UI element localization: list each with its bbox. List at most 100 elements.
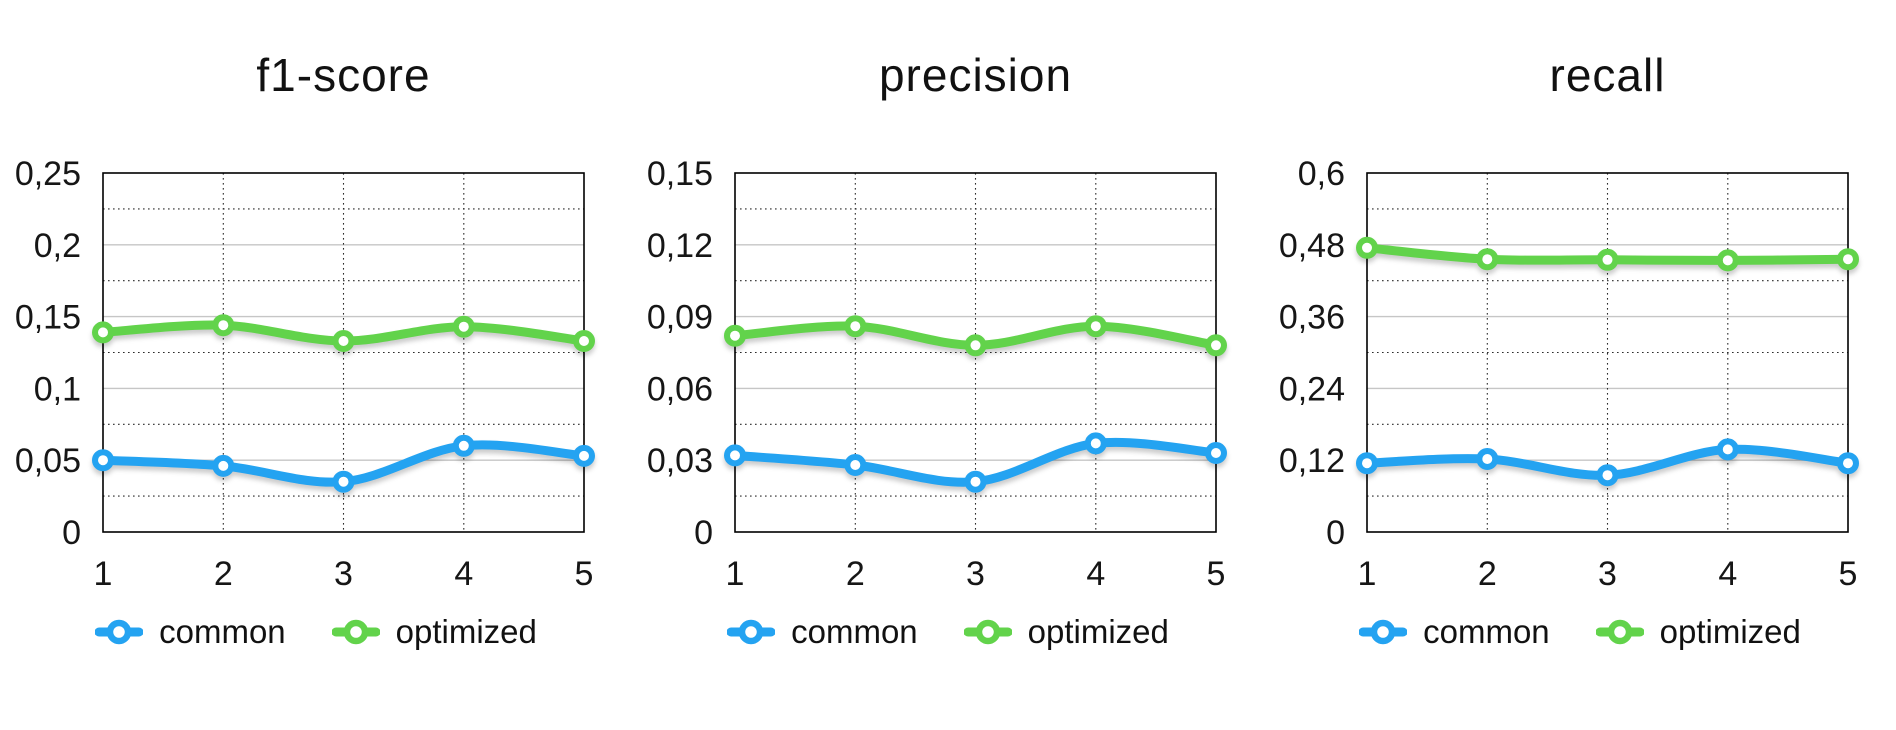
x-tick-label: 2 [1478,555,1497,593]
data-point-marker [452,315,475,338]
optimized-series-marker-icon [331,619,380,645]
x-tick-label: 1 [94,555,113,593]
data-point-marker [1476,248,1499,271]
data-point-marker [332,330,355,352]
data-point-marker [724,444,746,467]
precision-legend: common optimized [632,613,1264,651]
x-tick-label: 3 [966,555,985,593]
data-point-marker [1596,464,1619,487]
chart-title-recall: recall [1549,49,1666,101]
data-point-marker [1596,248,1619,271]
data-point-marker [1356,236,1378,259]
legend-label: optimized [395,613,537,650]
data-point-marker [92,321,114,344]
y-tick-label: 0,6 [1298,155,1345,193]
chart-f1-score: f1-score 0 0,05 0,1 0,15 0,2 0,25 1 2 3 4 5 common… [0,0,632,651]
y-tick-label: 0,25 [15,155,81,193]
x-tick-label: 4 [454,555,473,593]
data-point-marker [964,334,987,357]
data-point-marker [844,454,867,476]
x-tick-label: 5 [1839,555,1858,593]
y-tick-label: 0,48 [1279,227,1345,265]
chart-recall: recall 0 0,12 0,24 0,36 0,48 0,6 1 2 3 4 5 common o… [1264,0,1896,651]
legend-label: common [791,613,918,650]
series-common [1356,438,1859,487]
x-tick-label: 1 [726,555,745,593]
data-point-marker [1205,442,1227,464]
data-point-marker [964,470,987,493]
legend-item-common: common [1359,613,1550,651]
y-tick-label: 0,12 [647,227,713,265]
recall-legend: common optimized [1264,613,1896,651]
data-point-marker [573,444,595,467]
optimized-series-marker-icon [963,619,1012,645]
y-tick-label: 0,09 [647,299,713,337]
x-tick-label: 5 [575,555,594,593]
common-series-marker-icon [727,619,776,645]
legend-label: common [1423,613,1550,650]
data-point-marker [573,330,595,352]
f1-score-legend: common optimized [0,613,632,651]
plot-border [1366,172,1849,533]
plot-area-recall: 0 0,12 0,24 0,36 0,48 0,6 1 2 3 4 5 [1279,155,1859,593]
chart-precision: precision 0 0,03 0,06 0,09 0,12 0,15 1 2 3 4 5 com… [632,0,1264,651]
legend-item-optimized: optimized [963,613,1169,651]
y-tick-label: 0 [62,514,81,552]
data-point-marker [1205,334,1227,357]
y-tick-label: 0 [1326,514,1345,552]
recall-plot: 0 0,12 0,24 0,36 0,48 0,6 1 2 3 4 5 [1264,143,1896,603]
y-tick-label: 0,03 [647,442,713,480]
data-point-marker [724,324,746,347]
data-point-marker [1476,448,1499,470]
data-point-marker [332,470,355,493]
y-tick-label: 0,2 [34,227,81,265]
plot-area-precision: 0 0,03 0,06 0,09 0,12 0,15 1 2 3 4 5 [647,155,1227,593]
data-point-marker [212,314,235,337]
f1-score-plot: 0 0,05 0,1 0,15 0,2 0,25 1 2 3 4 5 [0,143,632,603]
common-series-marker-icon [95,619,144,645]
chart-title-f1-score: f1-score [256,49,431,101]
y-tick-label: 0,12 [1279,442,1345,480]
x-tick-label: 5 [1207,555,1226,593]
data-point-marker [1356,452,1378,475]
y-tick-label: 0,24 [1279,370,1345,408]
data-point-marker [92,449,114,472]
y-tick-label: 0,05 [15,442,81,480]
x-tick-label: 3 [334,555,353,593]
x-tick-label: 4 [1718,555,1737,593]
y-tick-label: 0,1 [34,370,81,408]
legend-item-common: common [95,613,286,651]
data-point-marker [844,315,867,338]
y-tick-label: 0,15 [647,155,713,193]
data-point-marker [1084,315,1107,338]
series-common [724,432,1227,493]
legend-item-optimized: optimized [1595,613,1801,651]
y-tick-label: 0,36 [1279,299,1345,337]
data-point-marker [1716,249,1739,272]
plot-border [102,172,585,533]
legend-label: optimized [1027,613,1169,650]
chart-title-precision: precision [878,49,1073,101]
y-tick-label: 0 [694,514,713,552]
plot-area-f1-score: 0 0,05 0,1 0,15 0,2 0,25 1 2 3 4 5 [15,155,595,593]
x-tick-label: 3 [1598,555,1617,593]
y-tick-label: 0,15 [15,299,81,337]
legend-label: optimized [1659,613,1801,650]
data-point-marker [1837,452,1859,475]
series-optimized [724,315,1227,357]
x-tick-label: 2 [846,555,865,593]
charts-row: f1-score 0 0,05 0,1 0,15 0,2 0,25 1 2 3 4 5 common… [0,0,1896,651]
common-series-marker-icon [1359,619,1408,645]
legend-item-optimized: optimized [331,613,537,651]
series-optimized [1356,236,1859,272]
optimized-series-marker-icon [1595,619,1644,645]
y-tick-label: 0,06 [647,370,713,408]
x-tick-label: 1 [1358,555,1377,593]
x-tick-label: 4 [1086,555,1105,593]
data-point-marker [452,434,475,457]
series-common [92,434,595,493]
data-point-marker [1084,432,1107,455]
series-optimized [92,314,595,352]
data-point-marker [1716,438,1739,461]
data-point-marker [1837,248,1859,271]
